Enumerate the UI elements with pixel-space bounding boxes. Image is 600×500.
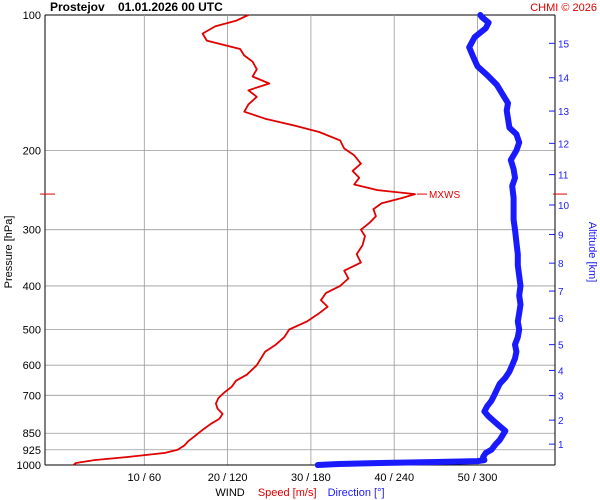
altitude-tick-label: 6	[558, 314, 564, 325]
wind-title: WIND	[215, 487, 244, 499]
direction-series-line	[314, 12, 524, 468]
altitude-tick-label: 2	[558, 416, 564, 427]
pressure-tick-label: 600	[23, 360, 41, 372]
altitude-tick-label: 11	[558, 171, 569, 182]
wind-tick-label: 40 / 240	[374, 472, 414, 484]
mxws-label: MXWS	[429, 190, 460, 201]
altitude-tick-label: 12	[558, 139, 570, 150]
pressure-ticks: 100 200 300 400 500 600 700 850 925 1000	[17, 10, 41, 472]
pressure-axis-title: Pressure [hPa]	[3, 216, 15, 289]
wind-tick-label: 50 / 300	[458, 472, 498, 484]
series-layer	[72, 12, 524, 468]
pressure-tick-label: 400	[23, 281, 41, 293]
wind-tick-label: 10 / 60	[127, 472, 161, 484]
altitude-axis-title: Altitude [km]	[586, 222, 598, 283]
altitude-tick-label: 3	[558, 392, 564, 403]
wind-ticks: 10 / 60 20 / 120 30 / 180 40 / 240 50 / 300	[127, 472, 497, 484]
speed-title: Speed [m/s]	[258, 487, 317, 499]
altitude-tick-label: 9	[558, 230, 564, 241]
wind-tick-label: 30 / 180	[291, 472, 331, 484]
altitude-tick-label: 14	[558, 74, 570, 85]
altitude-tick-label: 1	[558, 440, 564, 451]
altitude-tick-label: 8	[558, 259, 564, 270]
station-name: Prostejov	[50, 0, 105, 14]
mxws-markers: MXWS	[40, 190, 567, 201]
altitude-tick-label: 15	[558, 39, 570, 50]
altitude-tick-label: 10	[558, 201, 570, 212]
pressure-tick-label: 300	[23, 225, 41, 237]
pressure-tick-label: 500	[23, 325, 41, 337]
speed-series-line	[72, 14, 416, 466]
pressure-tick-label: 200	[23, 145, 41, 157]
altitude-tick-label: 7	[558, 287, 564, 298]
pressure-tick-label: 100	[23, 10, 41, 22]
sounding-datetime: 01.01.2026 00 UTC	[118, 0, 223, 14]
pressure-tick-label: 700	[23, 390, 41, 402]
wind-tick-label: 20 / 120	[208, 472, 248, 484]
grid	[45, 14, 555, 465]
wind-axis-title: WIND Speed [m/s] Direction [°]	[215, 487, 384, 499]
altitude-tick-label: 13	[558, 107, 570, 118]
credit-text: CHMI © 2026	[530, 2, 597, 14]
altitude-tick-label: 5	[558, 341, 564, 352]
direction-title: Direction [°]	[328, 487, 385, 499]
pressure-tick-label: 1000	[17, 460, 41, 472]
pressure-tick-label: 925	[23, 445, 41, 457]
altitude-tick-label: 4	[558, 366, 564, 377]
pressure-tick-label: 850	[23, 428, 41, 440]
